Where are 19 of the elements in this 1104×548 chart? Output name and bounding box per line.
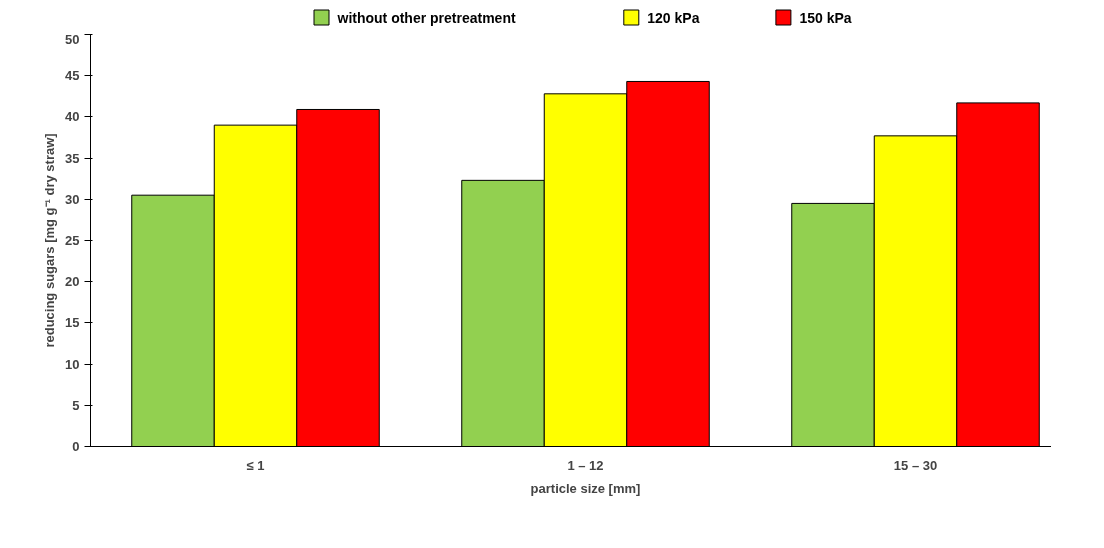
y-tick-label: 25	[65, 233, 80, 248]
x-tick-label: 15 – 30	[893, 457, 938, 473]
x-tick-label: 1 – 12	[567, 457, 604, 473]
y-tick-label: 30	[65, 191, 80, 207]
y-tick-label: 5	[72, 397, 80, 413]
y-tick-label: 40	[65, 109, 80, 125]
x-tick-label: ≤ 1	[246, 457, 265, 473]
y-axis-title: reducing sugars [mg g⁻¹ dry straw]	[42, 133, 58, 348]
x-axis-title: particle size [mm]	[530, 480, 641, 496]
legend-label: 120 kPa	[647, 9, 700, 26]
y-tick-label: 50	[65, 31, 80, 47]
y-tick-label: 20	[65, 274, 80, 290]
legend-label: 150 kPa	[799, 9, 852, 26]
y-tick-label: 0	[72, 439, 80, 454]
y-tick-label: 45	[65, 68, 80, 84]
y-tick-label: 10	[65, 356, 80, 372]
y-tick-label: 35	[65, 150, 80, 166]
legend-label: without other pretreatment	[336, 9, 516, 26]
y-tick-label: 15	[65, 315, 80, 331]
